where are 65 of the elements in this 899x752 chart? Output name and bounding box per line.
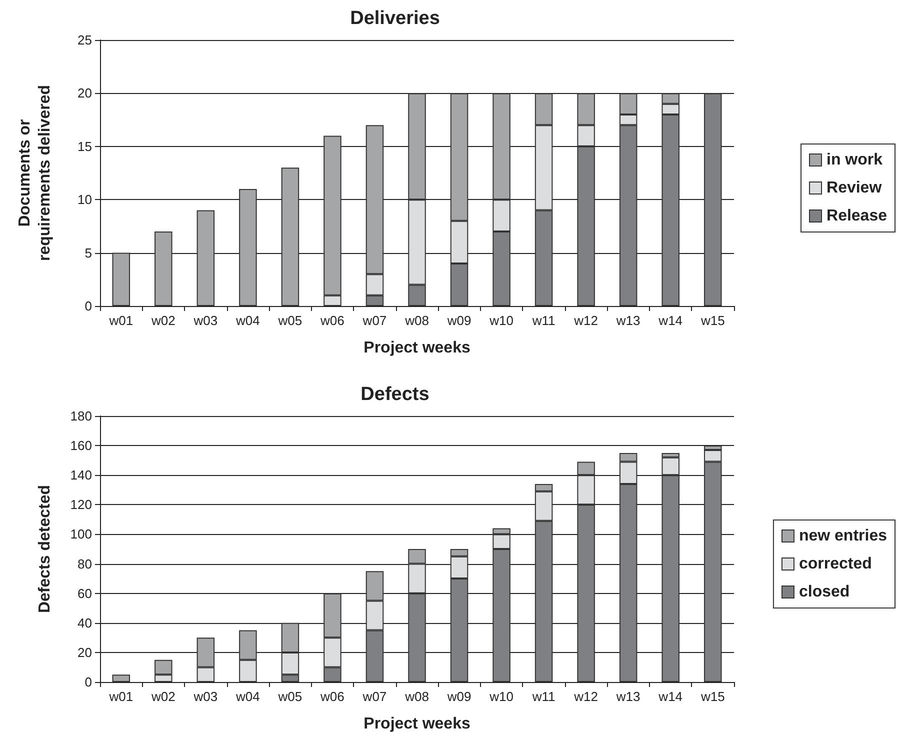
x-tick-label: w07: [362, 689, 387, 704]
x-tick-label: w13: [615, 689, 640, 704]
bar: [112, 252, 130, 306]
x-tick-label: w01: [108, 689, 134, 704]
x-axis-title: Project weeks: [364, 716, 470, 732]
x-tick-label: w05: [277, 689, 302, 704]
bar: [112, 674, 130, 682]
y-axis-title: Documents or requirements delivered: [16, 84, 54, 262]
legend-label: Review: [826, 180, 882, 196]
x-tick-label: w02: [150, 313, 176, 328]
x-tick-label: w11: [531, 313, 556, 328]
y-tick-label: 20: [78, 644, 92, 660]
x-tick-label: w12: [573, 313, 598, 328]
x-tick-label: w08: [404, 313, 429, 328]
y-tick-label: 140: [70, 468, 92, 483]
y-tick-label: 0: [84, 298, 92, 314]
x-tick-label: w07: [362, 313, 387, 328]
x-tick-label: w03: [192, 689, 218, 704]
x-tick-label: w02: [150, 689, 176, 704]
bar: [239, 188, 257, 306]
x-tick-label: w11: [531, 689, 556, 704]
y-tick-label: 0: [84, 674, 92, 690]
y-tick-label: 60: [78, 586, 92, 601]
y-tick-label: 40: [78, 615, 92, 630]
x-tick-label: w04: [235, 689, 260, 704]
legend-label: closed: [798, 584, 850, 600]
bar: [196, 210, 215, 306]
x-tick-label: w14: [658, 689, 683, 704]
y-tick-label: 5: [84, 245, 92, 260]
chart-title: Deliveries: [350, 8, 440, 29]
y-tick-label: 15: [78, 138, 92, 154]
x-tick-label: w15: [700, 689, 725, 704]
legend-label: corrected: [798, 556, 872, 572]
bar: [281, 168, 300, 306]
chart-title: Defects: [360, 384, 430, 405]
x-tick-label: w06: [320, 689, 344, 704]
legend-label: new entries: [798, 528, 888, 544]
x-tick-label: w10: [488, 689, 514, 704]
y-tick-label: 80: [78, 556, 92, 572]
y-tick-label: 120: [70, 497, 92, 512]
x-tick-label: w12: [573, 689, 598, 704]
x-tick-label: w01: [108, 313, 134, 328]
x-tick-label: w08: [404, 689, 429, 704]
y-tick-label: 180: [70, 408, 92, 424]
legend-label: Release: [826, 208, 888, 224]
x-tick-label: w03: [192, 313, 218, 328]
x-tick-label: w15: [700, 313, 725, 328]
y-tick-label: 25: [78, 32, 92, 48]
x-tick-label: w05: [277, 313, 302, 328]
x-tick-label: w04: [235, 313, 260, 328]
x-axis-title: Project weeks: [364, 340, 470, 356]
y-tick-label: 160: [70, 438, 92, 454]
x-tick-label: w10: [488, 313, 514, 328]
y-axis-title: Defects detected: [36, 484, 54, 614]
y-tick-label: 20: [78, 86, 92, 101]
x-tick-label: w06: [320, 313, 344, 328]
y-tick-label: 100: [70, 526, 92, 542]
legend-label: in work: [826, 152, 883, 168]
bar: [154, 232, 172, 306]
y-tick-label: 10: [78, 192, 92, 208]
x-tick-label: w14: [658, 313, 683, 328]
bar: [704, 93, 722, 306]
x-tick-label: w13: [615, 313, 640, 328]
x-tick-label: w09: [446, 313, 472, 328]
x-tick-label: w09: [446, 689, 472, 704]
